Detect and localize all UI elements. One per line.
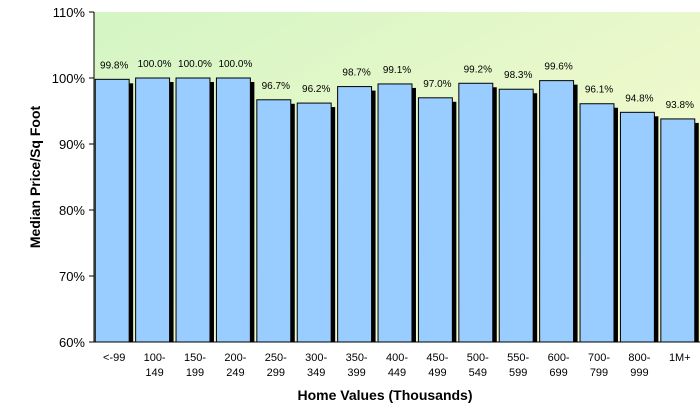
y-tick-label: 60% (59, 335, 85, 350)
x-tick-label: 800- (628, 352, 650, 364)
data-label: 93.8% (666, 100, 694, 111)
x-tick-label: <-99 (103, 352, 125, 364)
data-label: 100.0% (178, 59, 212, 70)
data-label: 99.6% (544, 62, 572, 73)
data-label: 97.0% (423, 79, 451, 90)
x-tick-label: 450- (426, 352, 448, 364)
x-tick-label: 349 (307, 367, 325, 379)
x-tick-label: 399 (347, 367, 365, 379)
x-tick-label: 449 (388, 367, 406, 379)
data-label: 94.8% (625, 93, 653, 104)
x-tick-label: 550- (507, 352, 529, 364)
x-tick-label: 250- (265, 352, 287, 364)
data-label: 96.1% (585, 85, 613, 96)
y-tick-label: 70% (59, 269, 85, 284)
x-tick-label: 549 (469, 367, 487, 379)
x-tick-label: 500- (467, 352, 489, 364)
x-axis-title: Home Values (Thousands) (297, 387, 472, 403)
x-tick-label: 100- (144, 352, 166, 364)
x-tick-label: 700- (588, 352, 610, 364)
x-tick-label: 300- (305, 352, 327, 364)
x-tick-label: 999 (630, 367, 648, 379)
bar (175, 77, 211, 343)
y-axis-ticks: 60% 70% 80% 90% 100% 110% (52, 5, 94, 350)
x-tick-label: 599 (509, 367, 527, 379)
bar (498, 88, 534, 343)
data-label: 100.0% (138, 59, 172, 70)
bar (215, 77, 251, 343)
bar (94, 78, 130, 343)
x-tick-label: 799 (590, 367, 608, 379)
x-tick-label: 149 (145, 367, 163, 379)
data-label: 96.7% (262, 81, 290, 92)
y-tick-label: 90% (59, 137, 85, 152)
x-tick-label: 199 (186, 367, 204, 379)
bar (377, 83, 413, 343)
x-tick-label: 1M+ (669, 352, 691, 364)
data-label: 98.3% (504, 70, 532, 81)
bar (256, 99, 292, 343)
data-label: 99.8% (100, 60, 128, 71)
bar (135, 77, 171, 343)
x-tick-label: 400- (386, 352, 408, 364)
data-labels: 99.8% 100.0% 100.0% 100.0% 96.7% 96.2% 98.7% 99… (100, 59, 694, 111)
data-label: 99.2% (464, 64, 492, 75)
x-tick-label: 499 (428, 367, 446, 379)
bar (579, 103, 615, 343)
x-axis-ticks: <-99 100- 149 150- 199 200- 249 250- 299 300- 349 3… (103, 352, 691, 379)
y-tick-label: 110% (53, 5, 86, 20)
bar (337, 86, 373, 343)
bar (619, 111, 655, 343)
y-axis-title: Median Price/Sq Foot (27, 105, 43, 248)
data-label: 99.1% (383, 65, 411, 76)
y-tick-label: 100% (52, 71, 86, 86)
bar (296, 102, 332, 343)
x-tick-label: 600- (548, 352, 570, 364)
data-label: 100.0% (218, 59, 252, 70)
x-tick-label: 350- (346, 352, 368, 364)
x-tick-label: 699 (549, 367, 567, 379)
bar (539, 80, 575, 343)
x-tick-label: 200- (224, 352, 246, 364)
bar (458, 82, 494, 343)
bars (94, 77, 699, 343)
x-tick-label: 299 (267, 367, 285, 379)
y-tick-label: 80% (59, 203, 85, 218)
x-tick-label: 249 (226, 367, 244, 379)
x-tick-label: 150- (184, 352, 206, 364)
data-label: 96.2% (302, 84, 330, 95)
bar (417, 97, 453, 343)
data-label: 98.7% (342, 68, 370, 79)
bar (660, 118, 696, 343)
